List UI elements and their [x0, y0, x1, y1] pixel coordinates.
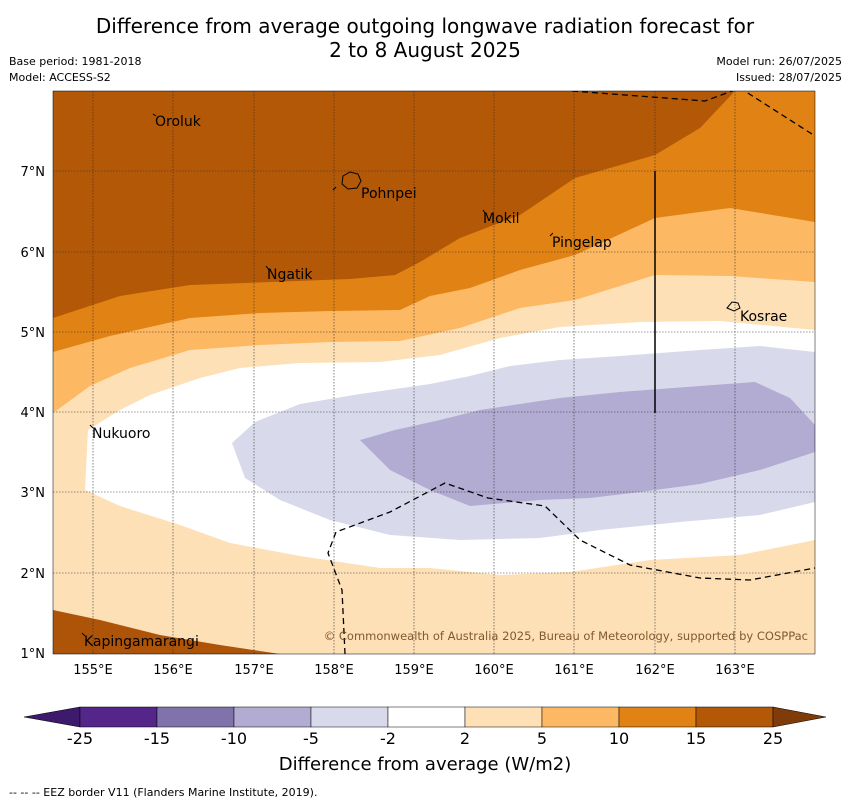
lon-tick-label: 159°E: [394, 663, 434, 678]
copyright-notice: © Commonwealth of Australia 2025, Bureau…: [324, 629, 808, 643]
meta-left: Base period: 1981-2018 Model: ACCESS-S2: [9, 54, 141, 86]
lon-tick-label: 162°E: [635, 663, 675, 678]
colorbar-segment: [310, 706, 389, 728]
title-line-1: Difference from average outgoing longwav…: [95, 14, 755, 38]
map-title: Difference from average outgoing longwav…: [0, 14, 850, 62]
colorbar-tick-label: -2: [380, 729, 396, 748]
lon-tick-label: 158°E: [314, 663, 354, 678]
meta-right: Model run: 26/07/2025 Issued: 28/07/2025: [716, 54, 842, 86]
lat-tick-label: 7°N: [21, 165, 46, 180]
colorbar-extend-high: [772, 706, 827, 728]
kosrae-island: [726, 301, 741, 312]
model-run: Model run: 26/07/2025: [716, 55, 842, 68]
lat-tick-label: 5°N: [21, 326, 46, 341]
contour-fills: [53, 91, 815, 654]
map-frame: [52, 90, 816, 655]
lat-tick-label: 6°N: [21, 246, 46, 261]
pohnpei-island: [341, 171, 362, 190]
label-kapingamarangi: Kapingamarangi: [84, 634, 199, 650]
colorbar-extend-low: [23, 706, 81, 728]
lon-axis: 155°E 156°E 157°E 158°E 159°E 160°E 161°…: [73, 663, 755, 678]
lon-tick-label: 163°E: [715, 663, 755, 678]
lat-tick-label: 4°N: [21, 406, 46, 421]
eez-border: [327, 91, 815, 654]
label-pohnpei: Pohnpei: [361, 186, 417, 202]
kapingamarangi-atoll: [81, 632, 86, 637]
colorbar-segment: [541, 706, 620, 728]
eez-note: -- -- -- EEZ border V11 (Flanders Marine…: [9, 786, 318, 799]
colorbar-tick-label: 25: [763, 729, 783, 748]
colorbar-tick-label: 2: [460, 729, 470, 748]
label-pingelap: Pingelap: [552, 235, 612, 251]
lon-tick-label: 155°E: [73, 663, 113, 678]
colorbar-segment: [618, 706, 697, 728]
lon-tick-label: 156°E: [153, 663, 193, 678]
pingelap-atoll: [549, 232, 554, 237]
colorbar-tick-label: -5: [303, 729, 319, 748]
colorbar-tick-label: 15: [686, 729, 706, 748]
islands: [81, 113, 741, 637]
colorbar-tick-label: -15: [144, 729, 170, 748]
colorbar-label: Difference from average (W/m2): [278, 754, 572, 775]
fill-20-25: [53, 610, 280, 654]
lat-tick-label: 3°N: [21, 486, 46, 501]
lat-tick-label: 2°N: [21, 567, 46, 582]
colorbar-segment: [695, 706, 774, 728]
base-period: Base period: 1981-2018: [9, 55, 142, 68]
colorbar-segment: [464, 706, 543, 728]
place-labels: Oroluk Pohnpei Mokil Pingelap Ngatik Kos…: [84, 114, 787, 650]
colorbar-tick-label: 5: [537, 729, 547, 748]
lon-tick-label: 161°E: [554, 663, 594, 678]
pohnpei-islet: [332, 186, 337, 191]
title-line-2: 2 to 8 August 2025: [329, 38, 521, 62]
colorbar-segment: [79, 706, 158, 728]
lat-tick-label: 1°N: [21, 647, 46, 662]
colorbar-segment: [233, 706, 312, 728]
label-mokil: Mokil: [483, 211, 520, 227]
label-kosrae: Kosrae: [740, 309, 787, 325]
colorbar-tick-label: -10: [221, 729, 247, 748]
fill-neg10-neg5: [360, 382, 815, 506]
colorbar: -25 -15 -10 -5 -2 2 5 10 15 25: [23, 706, 827, 748]
label-ngatik: Ngatik: [267, 267, 313, 283]
colorbar-tick-label: 10: [609, 729, 629, 748]
lon-tick-label: 157°E: [234, 663, 274, 678]
lon-tick-label: 160°E: [474, 663, 514, 678]
issued-date: Issued: 28/07/2025: [735, 71, 842, 84]
label-oroluk: Oroluk: [155, 114, 202, 130]
colorbar-segment: [156, 706, 235, 728]
lat-axis: 7°N 6°N 5°N 4°N 3°N 2°N 1°N: [21, 165, 46, 662]
colorbar-segment: [387, 706, 466, 728]
ngatik-atoll: [265, 265, 270, 271]
colorbar-tick-label: -25: [67, 729, 93, 748]
model-name: Model: ACCESS-S2: [9, 71, 111, 84]
mokil-atoll: [482, 209, 486, 214]
label-nukuoro: Nukuoro: [92, 426, 150, 442]
nukuoro-atoll: [89, 424, 94, 429]
oroluk-atoll: [152, 113, 157, 117]
